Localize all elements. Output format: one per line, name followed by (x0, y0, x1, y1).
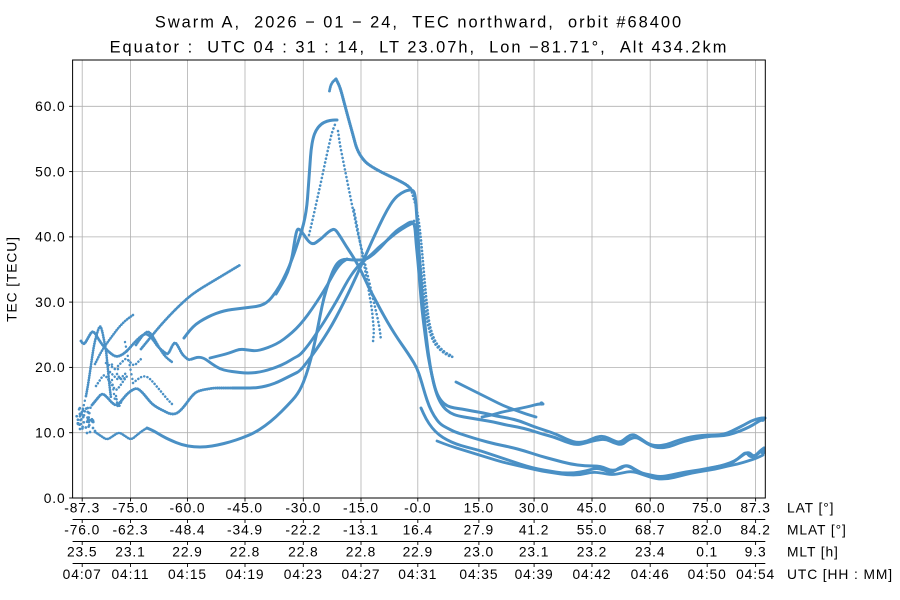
svg-text:23.4: 23.4 (635, 544, 665, 559)
svg-text:04:46: 04:46 (631, 567, 670, 582)
svg-text:60.0: 60.0 (35, 99, 65, 114)
svg-text:22.8: 22.8 (346, 544, 376, 559)
svg-text:MLT [h]: MLT [h] (787, 544, 839, 559)
svg-text:40.0: 40.0 (35, 230, 65, 245)
svg-text:55.0: 55.0 (577, 522, 607, 537)
svg-text:04:23: 04:23 (284, 567, 323, 582)
svg-text:04:11: 04:11 (111, 567, 149, 582)
svg-text:-34.9: -34.9 (227, 522, 263, 537)
svg-text:04:39: 04:39 (515, 567, 554, 582)
svg-text:-13.1: -13.1 (343, 522, 379, 537)
svg-text:15.0: 15.0 (464, 500, 494, 515)
svg-text:04:27: 04:27 (341, 567, 380, 582)
svg-text:-75.0: -75.0 (113, 500, 149, 515)
svg-text:22.8: 22.8 (288, 544, 318, 559)
svg-text:20.0: 20.0 (35, 360, 65, 375)
svg-text:23.0: 23.0 (464, 544, 494, 559)
svg-text:27.9: 27.9 (464, 522, 494, 537)
svg-text:-60.0: -60.0 (170, 500, 206, 515)
svg-text:87.3: 87.3 (740, 500, 770, 515)
svg-text:-45.0: -45.0 (227, 500, 263, 515)
svg-text:-15.0: -15.0 (343, 500, 379, 515)
svg-text:04:35: 04:35 (459, 567, 498, 582)
svg-text:UTC [HH : MM]: UTC [HH : MM] (787, 567, 893, 582)
svg-text:60.0: 60.0 (635, 500, 665, 515)
svg-text:-87.3: -87.3 (64, 500, 100, 515)
svg-text:30.0: 30.0 (519, 500, 549, 515)
svg-text:0.0: 0.0 (44, 491, 66, 506)
svg-text:84.2: 84.2 (740, 522, 770, 537)
svg-text:-48.4: -48.4 (170, 522, 206, 537)
svg-text:16.4: 16.4 (403, 522, 433, 537)
svg-text:50.0: 50.0 (35, 164, 65, 179)
svg-text:22.9: 22.9 (403, 544, 433, 559)
svg-text:TEC [TECU]: TEC [TECU] (5, 236, 20, 322)
svg-text:0.1: 0.1 (696, 544, 718, 559)
svg-text:10.0: 10.0 (35, 426, 65, 441)
svg-text:04:31: 04:31 (398, 567, 437, 582)
svg-text:82.0: 82.0 (692, 522, 722, 537)
svg-text:68.7: 68.7 (635, 522, 665, 537)
svg-text:-0.0: -0.0 (404, 500, 431, 515)
svg-text:LAT [°]: LAT [°] (787, 500, 834, 515)
svg-text:22.8: 22.8 (230, 544, 260, 559)
svg-text:04:19: 04:19 (225, 567, 264, 582)
svg-text:30.0: 30.0 (35, 295, 65, 310)
svg-text:-62.3: -62.3 (113, 522, 149, 537)
svg-text:23.1: 23.1 (519, 544, 549, 559)
svg-text:04:07: 04:07 (63, 567, 102, 582)
svg-text:04:42: 04:42 (572, 567, 611, 582)
svg-text:04:54: 04:54 (736, 567, 775, 582)
svg-text:41.2: 41.2 (519, 522, 549, 537)
svg-text:Swarm A, 2026 − 01 − 24, TEC: Swarm A, 2026 − 01 − 24, TEC northward, … (155, 14, 683, 32)
svg-text:22.9: 22.9 (172, 544, 202, 559)
svg-text:75.0: 75.0 (692, 500, 722, 515)
svg-text:23.2: 23.2 (577, 544, 607, 559)
svg-text:04:15: 04:15 (168, 567, 207, 582)
svg-text:45.0: 45.0 (577, 500, 607, 515)
svg-text:-76.0: -76.0 (64, 522, 100, 537)
svg-text:23.5: 23.5 (67, 544, 97, 559)
svg-text:-22.2: -22.2 (285, 522, 321, 537)
svg-text:23.1: 23.1 (115, 544, 145, 559)
svg-text:Equator : UTC 04 : 31 : 14,: Equator : UTC 04 : 31 : 14, LT 23.07h, L… (110, 39, 729, 57)
svg-text:-30.0: -30.0 (285, 500, 321, 515)
svg-text:MLAT [°]: MLAT [°] (787, 522, 847, 537)
svg-text:9.3: 9.3 (745, 544, 767, 559)
svg-text:04:50: 04:50 (688, 567, 727, 582)
